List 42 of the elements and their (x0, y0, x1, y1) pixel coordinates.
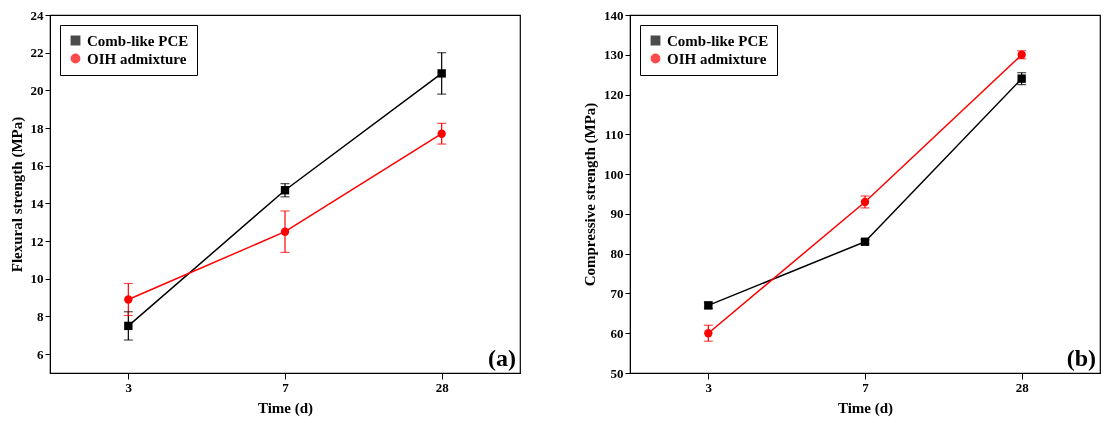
x-tick-label: 3 (125, 379, 133, 395)
point (704, 329, 713, 338)
y-tick-label: 70 (610, 285, 624, 301)
y-tick-label: 50 (610, 365, 624, 381)
annotation: (a) (488, 345, 516, 371)
point (280, 227, 290, 236)
y-tick-label: 14 (30, 195, 44, 211)
y-tick-label: 16 (30, 158, 44, 174)
y-tick-label: 24 (30, 7, 44, 23)
x-tick-label: 7 (282, 379, 290, 395)
y-tick-label: 130 (604, 47, 624, 63)
x-axis-title: Time (d) (837, 399, 894, 417)
y-tick-label: 60 (610, 325, 624, 341)
y-tick-label: 22 (30, 45, 44, 61)
annotation: (b) (1066, 345, 1096, 371)
point (437, 69, 446, 78)
y-tick-label: 100 (604, 166, 624, 182)
x-tick-label: 28 (1015, 379, 1030, 395)
legend-label: Comb-like PCE (87, 32, 189, 49)
y-tick-label: 120 (604, 87, 624, 103)
legend-label: OIH admixture (667, 50, 767, 67)
y-tick-label: 140 (604, 7, 624, 23)
y-tick-label: 6 (37, 346, 44, 362)
point (437, 129, 446, 138)
y-axis-title: Flexural strength (MPa) (8, 116, 26, 273)
x-axis-title: Time (d) (257, 399, 314, 417)
legend-label: Comb-like PCE (667, 32, 769, 49)
y-tick-label: 8 (37, 308, 44, 324)
point (124, 321, 133, 331)
x-tick-label: 3 (705, 379, 713, 395)
y-tick-label: 18 (30, 120, 44, 136)
y-tick-label: 12 (30, 233, 44, 249)
x-tick-label: 28 (435, 379, 450, 395)
y-axis-title: Compressive strength (MPa) (582, 102, 599, 287)
y-tick-label: 90 (610, 206, 624, 222)
y-tick-label: 80 (610, 246, 624, 262)
x-tick-label: 7 (862, 379, 870, 395)
y-tick-label: 20 (30, 82, 44, 98)
y-tick-label: 10 (30, 271, 44, 287)
legend-label: OIH admixture (87, 50, 187, 67)
y-tick-label: 110 (604, 126, 624, 142)
point (124, 295, 133, 304)
